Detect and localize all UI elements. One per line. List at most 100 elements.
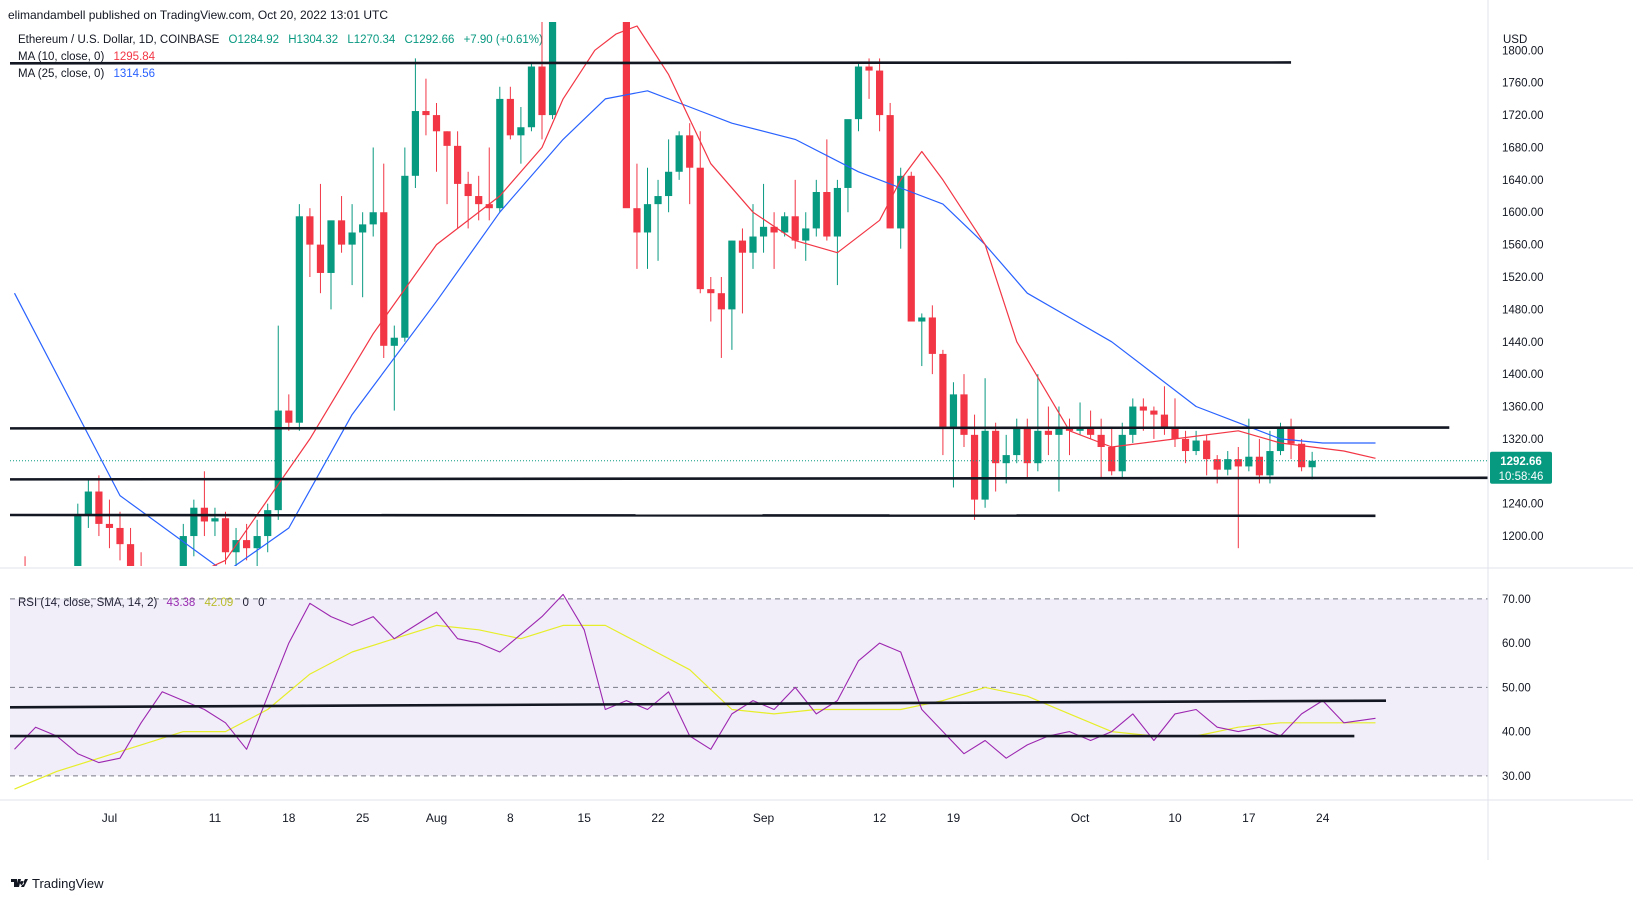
time-tick-label: 22 — [651, 811, 665, 825]
time-tick-label: Sep — [753, 811, 775, 825]
time-tick-label: 8 — [507, 811, 514, 825]
rsi-legend[interactable]: RSI (14, close, SMA, 14, 2) 43.38 42.09 … — [18, 597, 265, 609]
candle-up — [802, 228, 810, 241]
candle-up — [781, 216, 789, 233]
candle-up — [949, 394, 958, 427]
candle-down — [992, 430, 1000, 464]
candle-down — [506, 98, 514, 136]
candle-down — [126, 544, 135, 566]
candle-down — [1150, 410, 1158, 415]
tradingview-footer[interactable]: TradingView — [10, 876, 104, 891]
currency-label: USD — [1503, 34, 1527, 46]
candle-down — [1108, 447, 1116, 472]
time-tick-label: 10 — [1168, 811, 1182, 825]
candle-down — [306, 216, 314, 245]
candle-down — [876, 70, 884, 116]
ma10-legend[interactable]: MA (10, close, 0) 1295.84 — [18, 51, 155, 63]
price-tick-label: 1680.00 — [1502, 142, 1544, 154]
candle-down — [717, 293, 725, 310]
candle-down — [475, 196, 483, 205]
candle-up — [274, 410, 282, 511]
price-tick-label: 1600.00 — [1502, 207, 1544, 219]
candle-down — [1023, 426, 1031, 464]
time-tick-label: 12 — [873, 811, 887, 825]
candle-down — [285, 410, 293, 423]
price-tick-label: 1240.00 — [1502, 499, 1544, 511]
price-tick-label: 1720.00 — [1502, 110, 1544, 122]
rsi-upper-trendline — [10, 699, 1387, 709]
price-tick-label: 1200.00 — [1502, 531, 1544, 543]
ma10-value: 1295.84 — [113, 51, 156, 63]
candle-up — [1224, 459, 1232, 470]
candle-down — [454, 145, 462, 184]
candle-up — [812, 192, 820, 229]
candle-up — [833, 187, 841, 237]
candle-up — [211, 518, 219, 522]
candle-down — [1171, 426, 1179, 439]
candle-down — [485, 204, 493, 209]
candle-up — [517, 127, 525, 136]
ma25-value: 1314.56 — [113, 68, 156, 80]
candle-up — [1245, 456, 1253, 467]
candle-up — [348, 232, 356, 245]
candle-up — [1192, 440, 1200, 452]
candle-down — [865, 66, 873, 71]
candle-down — [337, 220, 346, 245]
candle-down — [738, 240, 747, 253]
ma10-line — [211, 25, 1376, 566]
candle-down — [770, 226, 778, 233]
candle-down — [316, 244, 325, 273]
candle-down — [116, 527, 124, 545]
ma25-line — [13, 90, 1376, 566]
candle-up — [1118, 434, 1126, 472]
low-value: L1270.34 — [347, 34, 396, 46]
candle-down — [1298, 443, 1306, 468]
candle-up — [1129, 406, 1137, 435]
candle-up — [1308, 460, 1316, 468]
candle-down — [105, 523, 114, 528]
range-top-line — [10, 426, 1450, 430]
candle-down — [1160, 414, 1169, 427]
candle-down — [443, 131, 451, 146]
symbol-name[interactable]: Ethereum / U.S. Dollar, 1D, COINBASE — [18, 34, 220, 46]
candle-up — [844, 119, 852, 188]
candle-up — [390, 337, 398, 346]
candle-down — [823, 192, 831, 237]
candle-up — [496, 98, 504, 209]
open-value: O1284.92 — [228, 34, 280, 46]
rsi-pane — [10, 593, 1488, 790]
candle-down — [243, 540, 251, 549]
high-value: H1304.32 — [288, 34, 339, 46]
range-bottom-line — [10, 476, 1488, 481]
rsi-sma-line — [14, 624, 1376, 790]
candle-down — [633, 208, 641, 233]
candle-down — [538, 66, 546, 116]
time-tick-label: 17 — [1242, 811, 1256, 825]
candle-down — [686, 135, 694, 168]
candle-down — [1044, 430, 1052, 435]
candle-up — [665, 171, 673, 197]
candle-down — [970, 434, 979, 500]
rsi-tick-label: 70.00 — [1502, 594, 1531, 606]
candle-down — [622, 22, 630, 209]
candle-down — [1097, 434, 1105, 447]
price-tick-label: 1520.00 — [1502, 272, 1544, 284]
time-tick-label: 11 — [209, 811, 222, 825]
axes: USD1200.001240.001280.001320.001360.0014… — [0, 0, 1633, 860]
candle-up — [401, 175, 409, 338]
candle-up — [84, 491, 92, 516]
candle-up — [675, 135, 683, 172]
candle-up — [190, 507, 198, 537]
candle-up — [264, 510, 272, 537]
rsi-label: RSI (14, close, SMA, 14, 2) — [18, 597, 158, 609]
price-tick-label: 1320.00 — [1502, 434, 1544, 446]
price-pane — [10, 22, 1488, 566]
candle-down — [1203, 440, 1211, 460]
candle-up — [643, 204, 652, 233]
resistance-line — [10, 61, 1292, 65]
price-tick-label: 1360.00 — [1502, 402, 1544, 414]
candle-up — [359, 224, 367, 233]
candle-down — [907, 175, 915, 322]
ma25-legend[interactable]: MA (25, close, 0) 1314.56 — [18, 68, 155, 80]
